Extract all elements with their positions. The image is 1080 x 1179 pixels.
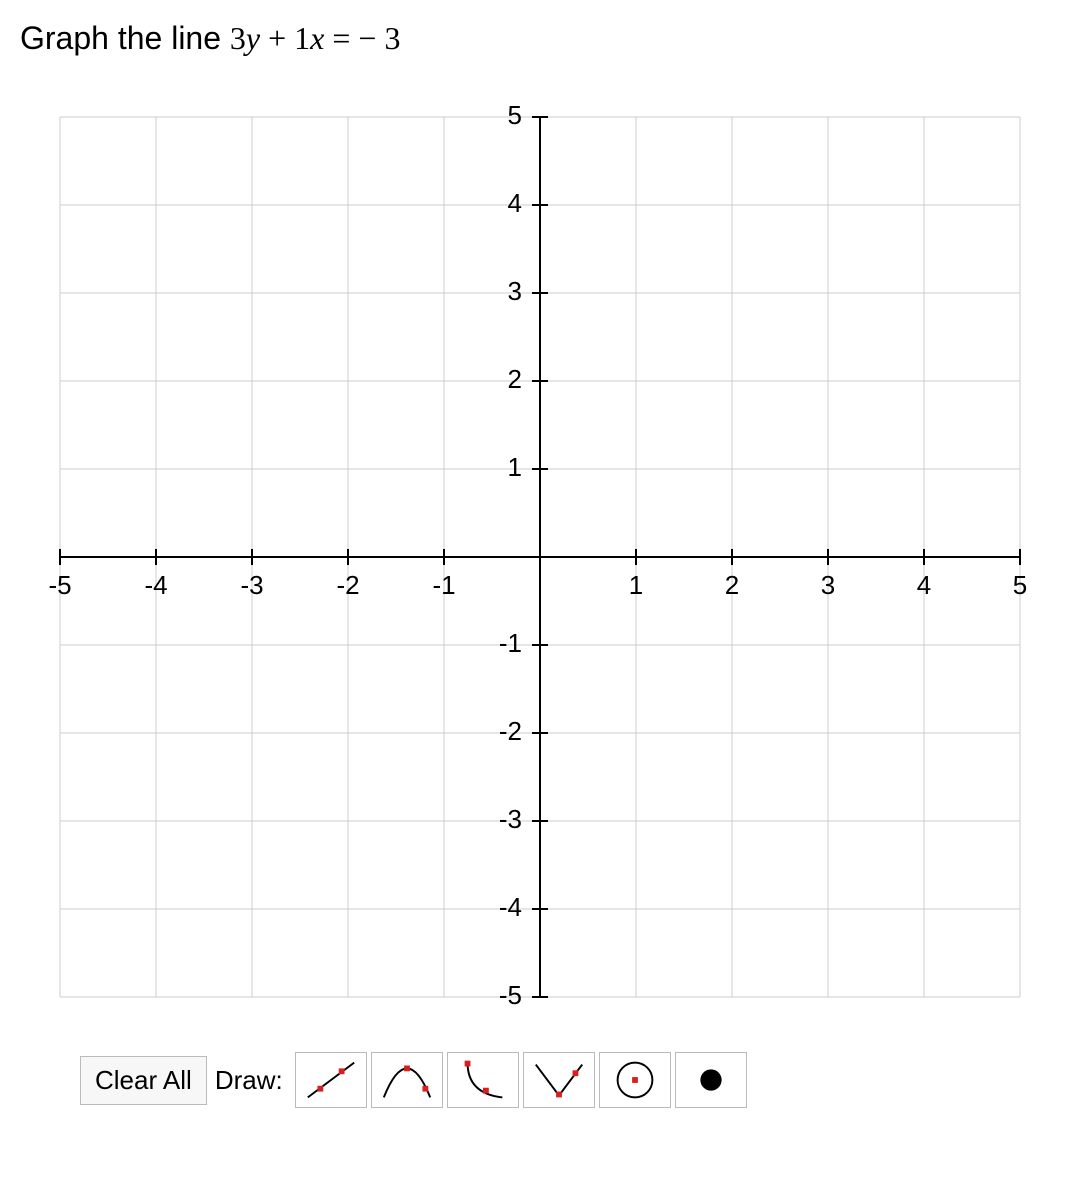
- open-point-icon: [606, 1056, 664, 1104]
- y-tick-label: 5: [508, 100, 522, 130]
- y-tick-label: -2: [499, 716, 522, 746]
- tool-half-parabola[interactable]: [447, 1052, 519, 1108]
- cartesian-grid[interactable]: -5 -4 -3 -2 -1 1 2 3 4 5 -5 -4 -3 -2 -1 1 2 3 4 5: [20, 77, 1060, 1037]
- x-tick-label: -4: [144, 570, 167, 600]
- y-tick-label: -3: [499, 804, 522, 834]
- clear-all-button[interactable]: Clear All: [80, 1056, 207, 1105]
- y-tick-label: 3: [508, 276, 522, 306]
- equation: 3y + 1x = − 3: [230, 20, 401, 56]
- x-tick-label: 1: [629, 570, 643, 600]
- x-tick-label: -2: [336, 570, 359, 600]
- line-icon: [302, 1056, 360, 1104]
- x-tick-label: 4: [917, 570, 931, 600]
- y-tick-label: -5: [499, 980, 522, 1010]
- tool-line[interactable]: [295, 1052, 367, 1108]
- y-tick-label: 2: [508, 364, 522, 394]
- x-tick-label: -3: [240, 570, 263, 600]
- draw-label: Draw:: [211, 1065, 291, 1096]
- tool-closed-point[interactable]: [675, 1052, 747, 1108]
- prompt-prefix: Graph the line: [20, 20, 230, 56]
- x-tick-label: -1: [432, 570, 455, 600]
- tool-parabola[interactable]: [371, 1052, 443, 1108]
- tool-abs-value[interactable]: [523, 1052, 595, 1108]
- parabola-icon: [378, 1056, 436, 1104]
- draw-toolbar: Clear All Draw:: [80, 1052, 1060, 1108]
- half-parabola-icon: [454, 1056, 512, 1104]
- abs-v-icon: [530, 1056, 588, 1104]
- graph-area[interactable]: -5 -4 -3 -2 -1 1 2 3 4 5 -5 -4 -3 -2 -1 1 2 3 4 5: [20, 77, 1060, 1042]
- x-tick-label: -5: [48, 570, 71, 600]
- y-tick-label: 1: [508, 452, 522, 482]
- closed-point-icon: [682, 1056, 740, 1104]
- y-tick-label: -4: [499, 892, 522, 922]
- y-tick-label: -1: [499, 628, 522, 658]
- question-prompt: Graph the line 3y + 1x = − 3: [20, 20, 1060, 57]
- x-tick-label: 3: [821, 570, 835, 600]
- x-tick-label: 2: [725, 570, 739, 600]
- tool-open-point[interactable]: [599, 1052, 671, 1108]
- x-tick-label: 5: [1013, 570, 1027, 600]
- y-tick-label: 4: [508, 188, 522, 218]
